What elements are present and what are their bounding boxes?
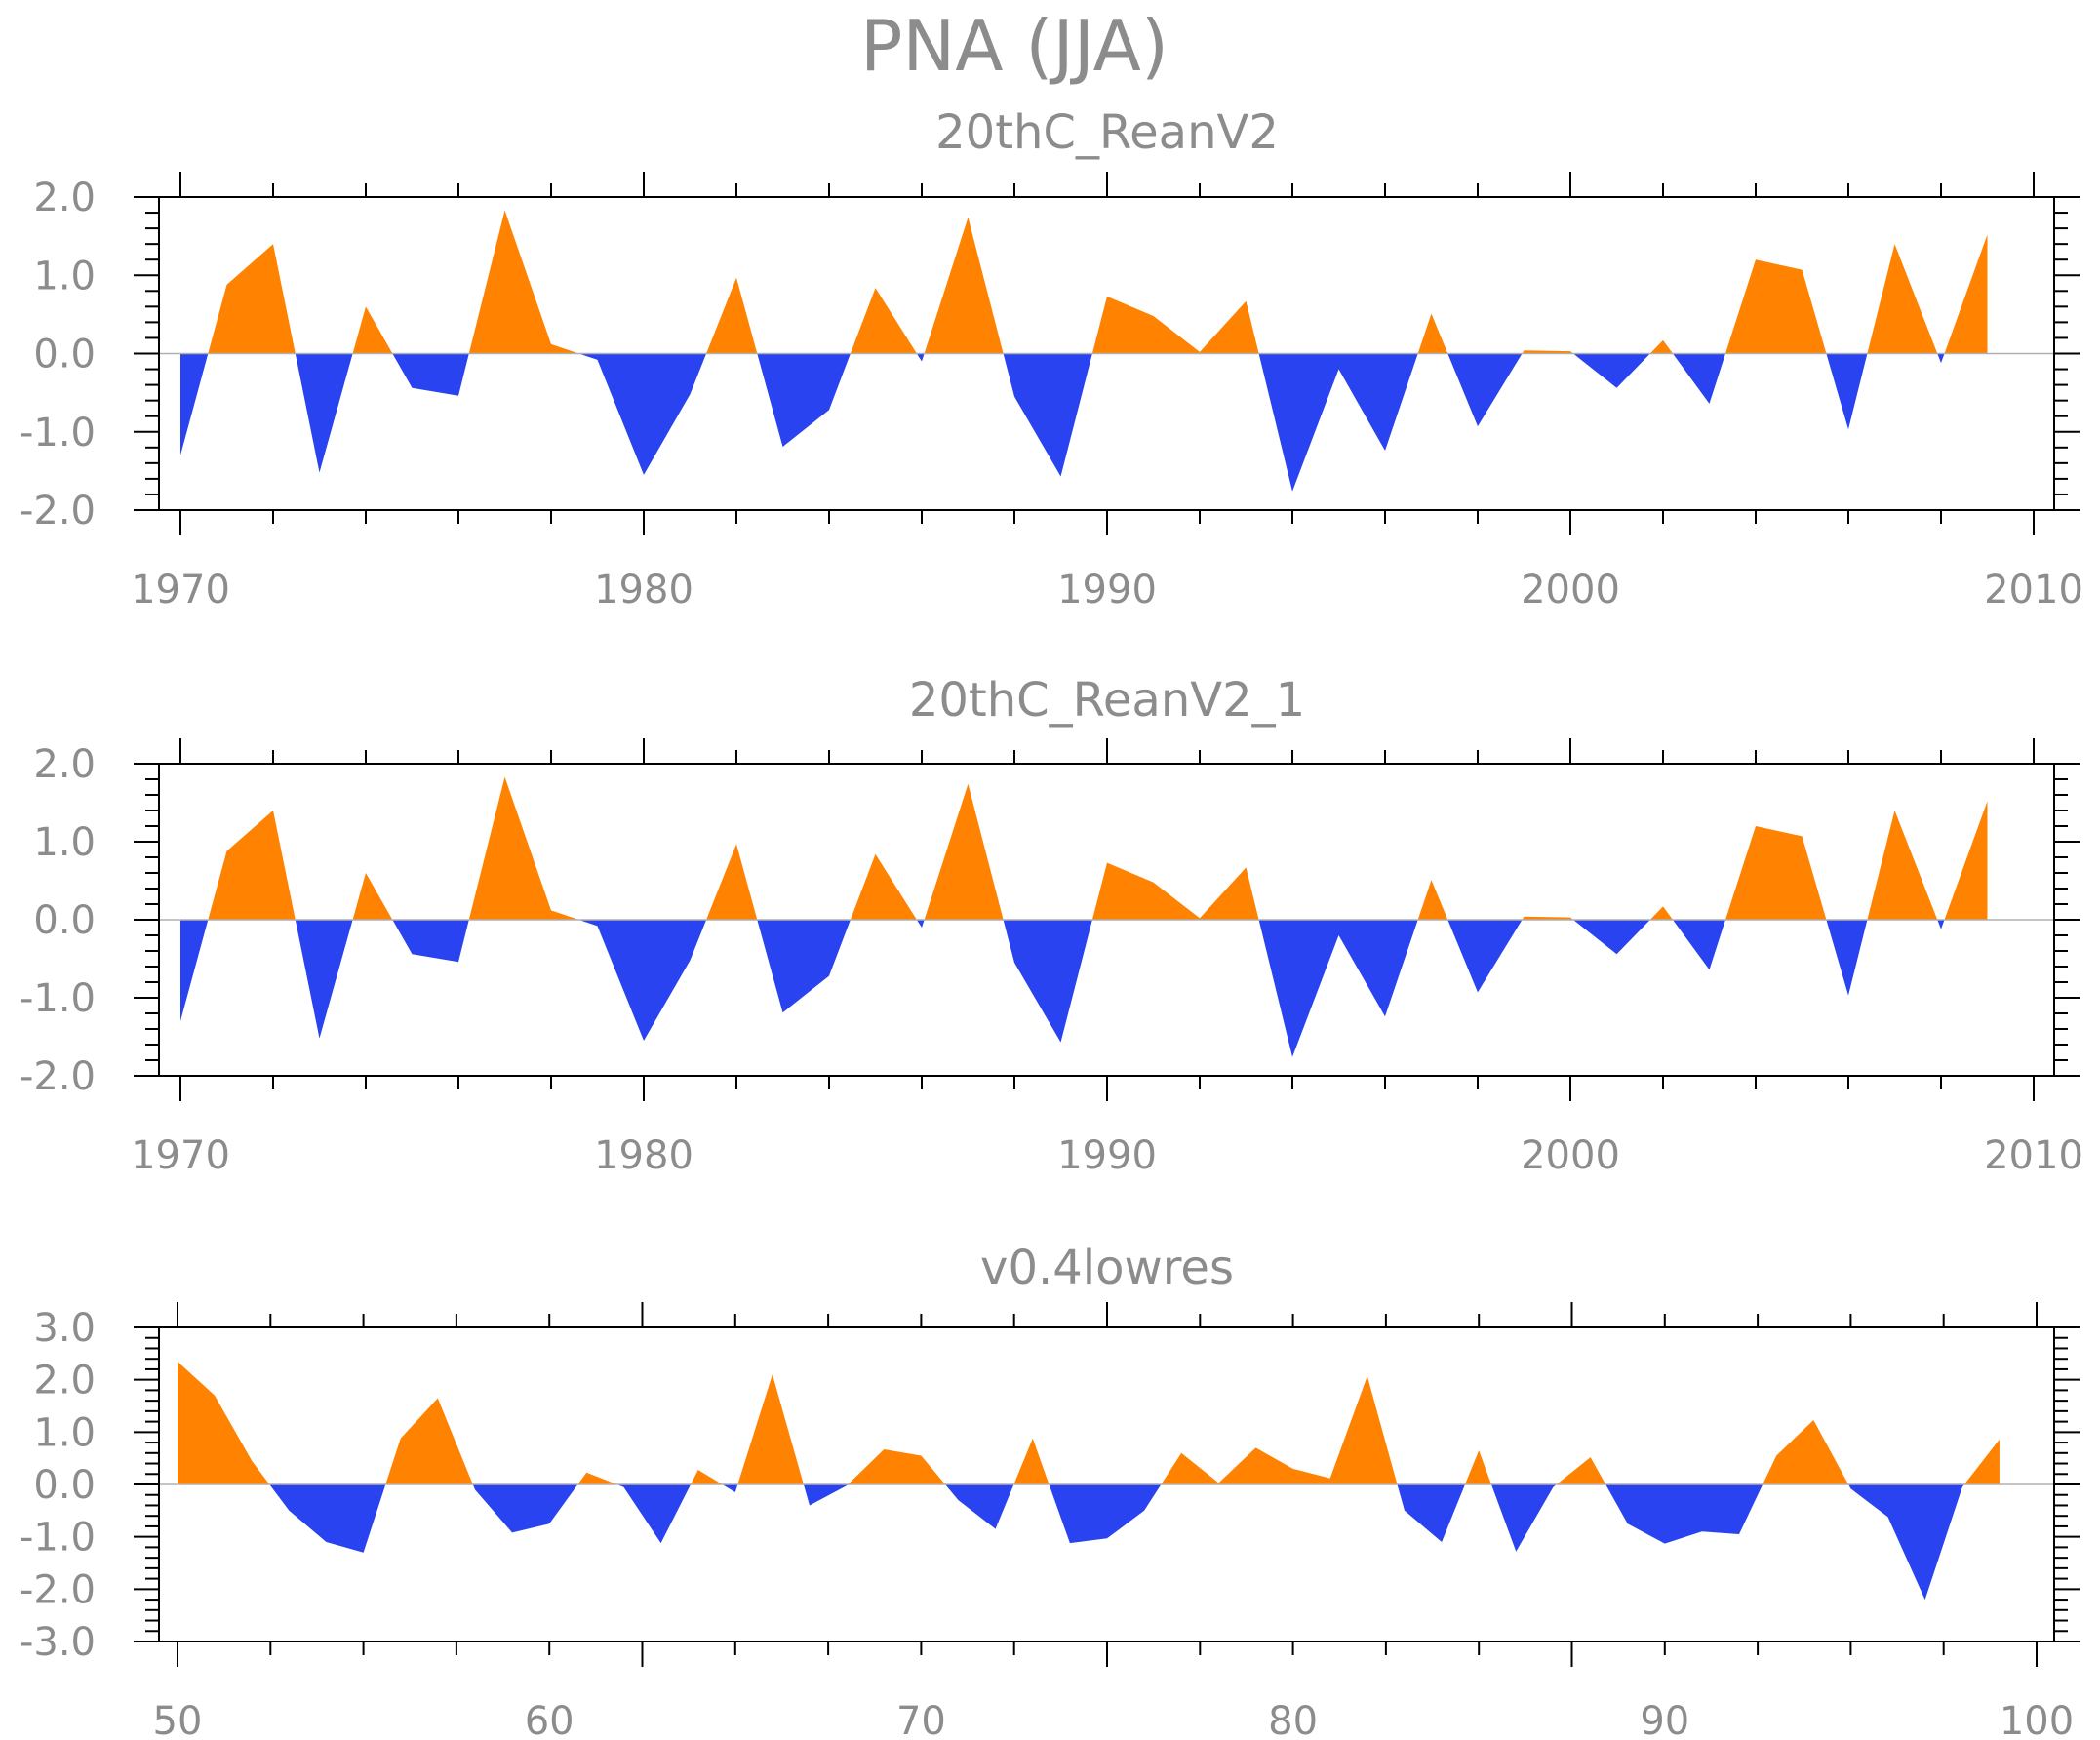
- negative-area: [180, 353, 1945, 492]
- x-tick-label: 90: [1640, 1699, 1689, 1740]
- y-tick-label: 0.0: [33, 1463, 96, 1508]
- panel-title: v0.4lowres: [980, 1241, 1234, 1295]
- y-tick-label: 2.0: [33, 1359, 96, 1404]
- x-tick-label: 1990: [1057, 568, 1157, 613]
- y-tick-label: -2.0: [20, 1054, 96, 1099]
- y-tick-label: 0.0: [33, 333, 96, 377]
- x-tick-label: 1990: [1057, 1133, 1157, 1178]
- panel-title: 20thC_ReanV2: [935, 105, 1279, 160]
- positive-area: [208, 210, 1988, 354]
- negative-area: [180, 920, 1945, 1057]
- negative-area: [269, 1484, 1964, 1601]
- y-tick-label: 2.0: [33, 742, 96, 787]
- x-tick-label: 50: [153, 1699, 203, 1740]
- panel-title: 20thC_ReanV2_1: [909, 673, 1305, 728]
- y-tick-label: -2.0: [20, 489, 96, 534]
- x-tick-label: 1980: [594, 1133, 693, 1178]
- y-tick-label: -2.0: [20, 1567, 96, 1612]
- x-tick-label: 2010: [1984, 1133, 2083, 1178]
- x-tick-label: 2000: [1521, 568, 1620, 613]
- y-tick-label: -1.0: [20, 976, 96, 1021]
- figure-title: PNA (JJA): [860, 5, 1169, 87]
- y-tick-label: 1.0: [33, 1410, 96, 1455]
- y-tick-label: 1.0: [33, 254, 96, 298]
- x-tick-label: 1970: [131, 568, 230, 613]
- positive-area: [208, 776, 1988, 920]
- y-tick-label: -3.0: [20, 1620, 96, 1665]
- panel-20thc-reanv2-1: 20thC_ReanV2_1 1970 1980 1990 2000 2010 2.0 1.…: [20, 673, 2083, 1178]
- x-tick-label: 2010: [1984, 568, 2083, 613]
- x-tick-label: 80: [1268, 1699, 1318, 1740]
- y-tick-label: 1.0: [33, 820, 96, 865]
- x-tick-label: 60: [525, 1699, 575, 1740]
- y-tick-label: 0.0: [33, 898, 96, 943]
- x-tick-label: 100: [2000, 1699, 2074, 1740]
- panel-v0-4lowres: v0.4lowres 50 60 70 80 90 100 3.0 2.0 1.0 0.0 -1.0…: [20, 1241, 2080, 1740]
- panel-20thc-reanv2: 20thC_ReanV2 1970 1980 1990 2000 2010 2.0 1.0 0…: [20, 105, 2083, 613]
- y-tick-label: 2.0: [33, 176, 96, 220]
- x-tick-label: 1980: [594, 568, 693, 613]
- y-tick-label: -1.0: [20, 1516, 96, 1561]
- x-tick-label: 2000: [1521, 1133, 1620, 1178]
- y-tick-label: -1.0: [20, 411, 96, 455]
- y-tick-label: 3.0: [33, 1306, 96, 1351]
- positive-area: [178, 1361, 2000, 1484]
- x-tick-label: 1970: [131, 1133, 230, 1178]
- x-tick-label: 70: [896, 1699, 946, 1740]
